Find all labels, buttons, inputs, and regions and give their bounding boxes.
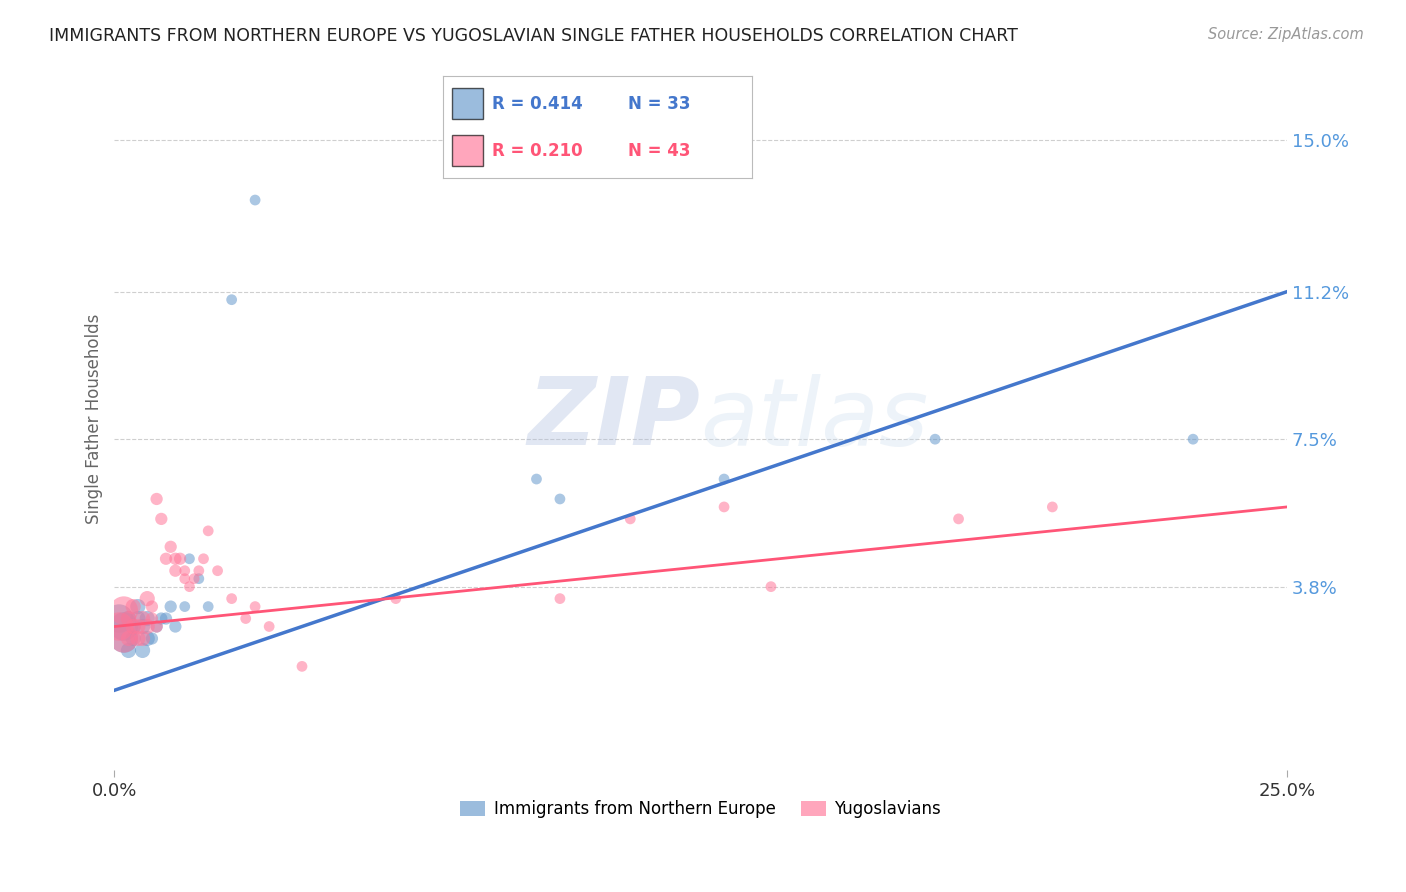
Point	[619, 512, 641, 526]
Point	[117, 632, 139, 646]
Point	[173, 564, 195, 578]
Point	[1182, 432, 1205, 446]
Point	[145, 619, 167, 633]
Point	[193, 551, 215, 566]
Point	[131, 643, 153, 657]
Legend: Immigrants from Northern Europe, Yugoslavians: Immigrants from Northern Europe, Yugosla…	[454, 794, 948, 825]
Text: Source: ZipAtlas.com: Source: ZipAtlas.com	[1208, 27, 1364, 42]
Point	[145, 619, 167, 633]
Point	[136, 632, 159, 646]
Point	[150, 611, 173, 625]
Point	[127, 619, 149, 633]
Text: N = 33: N = 33	[628, 95, 690, 112]
Point	[136, 591, 159, 606]
Point	[108, 611, 131, 625]
Text: ZIP: ZIP	[527, 373, 700, 466]
Point	[221, 591, 243, 606]
Point	[243, 599, 266, 614]
Point	[187, 572, 209, 586]
Point	[127, 599, 149, 614]
Point	[145, 491, 167, 506]
Point	[221, 293, 243, 307]
Point	[141, 611, 163, 625]
Point	[112, 619, 135, 633]
Point	[385, 591, 408, 606]
Point	[548, 591, 571, 606]
Point	[136, 619, 159, 633]
Point	[713, 500, 735, 514]
Text: R = 0.210: R = 0.210	[492, 142, 583, 160]
Point	[197, 599, 219, 614]
Point	[112, 632, 135, 646]
Point	[173, 599, 195, 614]
Point	[526, 472, 548, 486]
Y-axis label: Single Father Households: Single Father Households	[86, 314, 103, 524]
Text: IMMIGRANTS FROM NORTHERN EUROPE VS YUGOSLAVIAN SINGLE FATHER HOUSEHOLDS CORRELAT: IMMIGRANTS FROM NORTHERN EUROPE VS YUGOS…	[49, 27, 1018, 45]
Point	[257, 619, 280, 633]
Point	[924, 432, 946, 446]
Point	[141, 632, 163, 646]
Point	[122, 619, 145, 633]
Point	[169, 551, 191, 566]
Point	[112, 603, 135, 617]
Point	[179, 551, 201, 566]
Point	[948, 512, 970, 526]
Point	[131, 611, 153, 625]
Point	[108, 619, 131, 633]
Point	[122, 632, 145, 646]
Point	[155, 551, 177, 566]
FancyBboxPatch shape	[453, 88, 484, 119]
Text: N = 43: N = 43	[628, 142, 690, 160]
Point	[159, 540, 181, 554]
Point	[165, 564, 187, 578]
Point	[117, 611, 139, 625]
Point	[122, 599, 145, 614]
Text: atlas: atlas	[700, 374, 929, 465]
Point	[179, 580, 201, 594]
Point	[131, 619, 153, 633]
Point	[187, 564, 209, 578]
Point	[548, 491, 571, 506]
Point	[136, 611, 159, 625]
Point	[759, 580, 782, 594]
Point	[127, 611, 149, 625]
Point	[117, 611, 139, 625]
Point	[713, 472, 735, 486]
Point	[235, 611, 257, 625]
Point	[197, 524, 219, 538]
FancyBboxPatch shape	[453, 136, 484, 166]
Point	[173, 572, 195, 586]
Point	[112, 632, 135, 646]
Point	[165, 551, 187, 566]
Point	[183, 572, 205, 586]
Point	[291, 659, 314, 673]
Point	[122, 619, 145, 633]
Point	[155, 611, 177, 625]
Point	[127, 632, 149, 646]
Point	[150, 512, 173, 526]
Text: R = 0.414: R = 0.414	[492, 95, 583, 112]
Point	[131, 632, 153, 646]
Point	[1040, 500, 1063, 514]
Point	[159, 599, 181, 614]
Point	[117, 643, 139, 657]
Point	[165, 619, 187, 633]
Point	[141, 599, 163, 614]
Point	[243, 193, 266, 207]
Point	[207, 564, 229, 578]
